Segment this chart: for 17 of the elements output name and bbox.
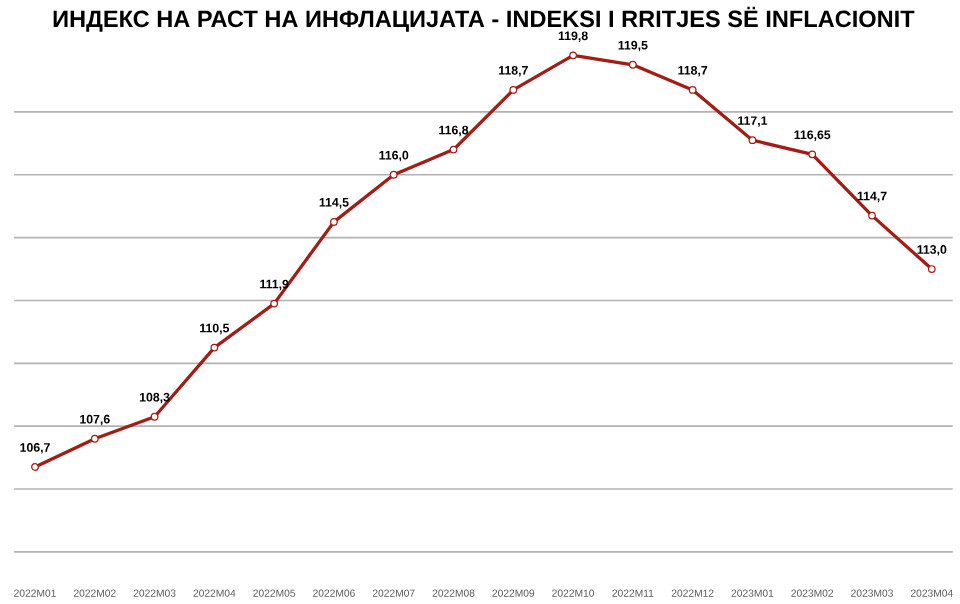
point: [270, 299, 279, 308]
point: [31, 463, 39, 472]
point: [389, 171, 398, 179]
point: [808, 150, 817, 159]
point: [628, 61, 637, 69]
point: [748, 136, 757, 145]
point: [330, 218, 338, 226]
point: [927, 265, 936, 274]
point: [150, 413, 159, 421]
point: [449, 145, 458, 154]
point: [868, 211, 876, 220]
chart-title: ИНДЕКС НА РАСТ НА ИНФЛАЦИЈАТА - INDEKSI I RRITJES SË INFLACIONIT: [53, 7, 915, 32]
point: [688, 86, 697, 94]
point: [509, 86, 518, 94]
point: [90, 435, 99, 443]
point: [210, 343, 219, 352]
point: [569, 51, 577, 60]
